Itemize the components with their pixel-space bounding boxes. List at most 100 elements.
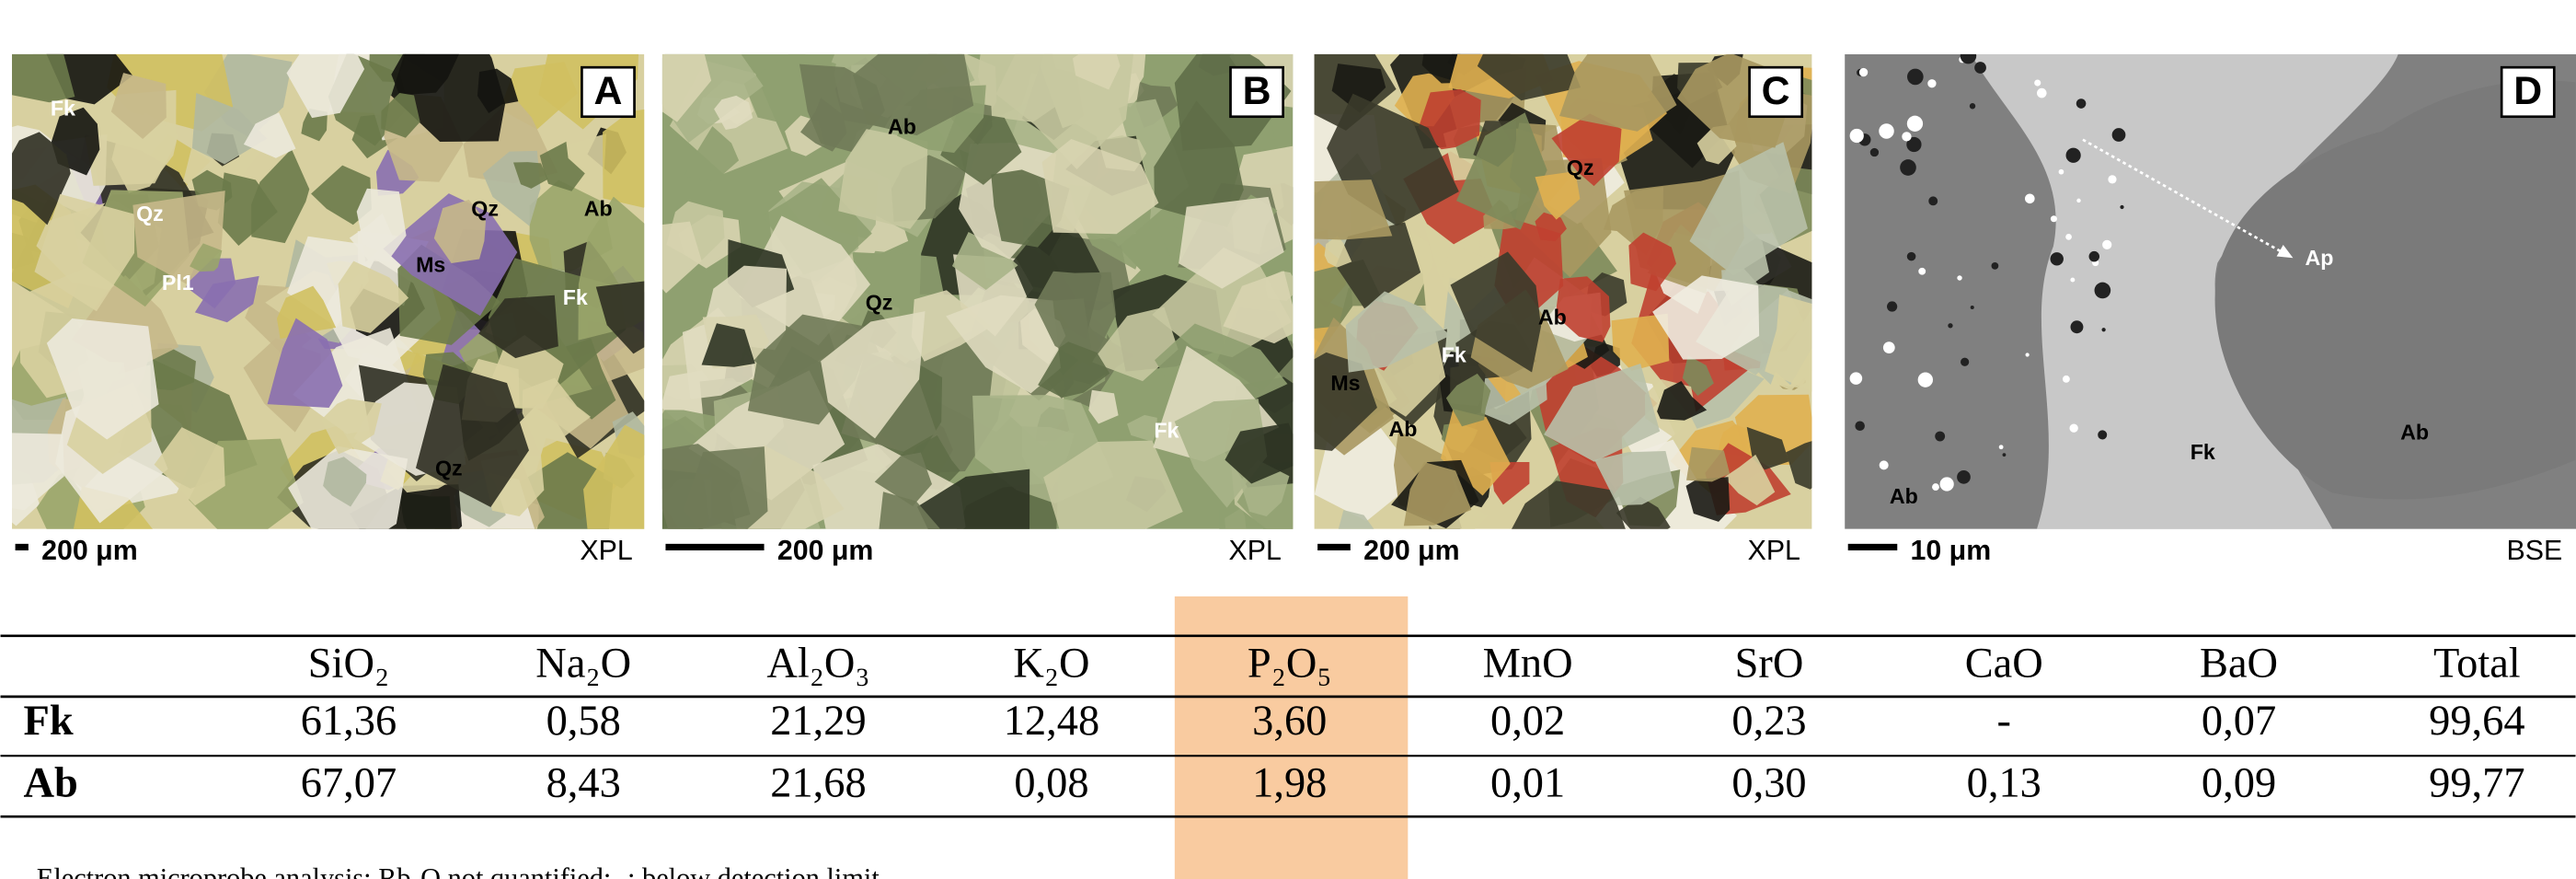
pore [2076,199,2080,202]
page: {"panels":[ {"label":"A","minerals":["Fk… [0,0,2576,879]
grain [1559,15,1676,132]
pore [2089,251,2099,261]
panel-label: D [2513,69,2542,113]
grain [0,34,75,103]
pore [1927,79,1936,87]
pore [2037,88,2047,98]
column-header: MnO [1483,640,1573,687]
pore [1907,252,1916,261]
mineral-label: Ab [584,197,613,221]
column-header: K₂O [1013,640,1089,687]
pore [2095,283,2111,299]
scale-bar [16,544,29,550]
imaging-mode: XPL [1748,536,1800,566]
pore [1855,421,1865,431]
pore [1948,323,1952,328]
pore [1907,69,1924,86]
column-header: Total [2433,640,2521,687]
pore [1870,148,1879,156]
pore [2069,424,2077,433]
mineral-label: Qz [866,290,893,314]
mineral-label: Ab [2400,420,2429,444]
pore [2071,320,2084,333]
pore [2076,98,2087,109]
cell: 0,30 [1731,760,1806,807]
cell: - [1997,698,2011,745]
pore [1961,48,1976,64]
imaging-mode: XPL [1229,536,1282,566]
mineral-label: Ms [416,252,445,276]
cell: 3,60 [1252,698,1327,745]
pore [1928,196,1938,205]
pore [1932,483,1939,491]
pore [2120,205,2123,209]
scale-label: 200 μm [777,536,874,566]
mineral-label: Ap [2306,246,2334,270]
mineral-label: Fk [2191,440,2215,464]
cell: 0,13 [1967,760,2041,807]
pore [2026,353,2030,356]
pore [1907,116,1923,132]
pore [1957,470,1971,484]
cell: 21,29 [770,698,866,745]
pore [2065,234,2072,240]
imaging-mode: XPL [580,536,632,566]
column-header: BaO [2200,640,2278,687]
pore [1970,103,1975,109]
column-header: SrO [1735,640,1804,687]
cell: 0,02 [1490,698,1565,745]
micrograph: QzAbFkMsAbC [1255,0,1859,581]
cell: 99,64 [2429,698,2524,745]
row-label: Fk [24,698,74,745]
pore [2108,175,2116,183]
pore [2102,328,2106,331]
imaging-mode: BSE [2507,536,2563,566]
mineral-label: Fk [563,285,588,309]
mineral-label: Qz [136,202,164,226]
pore [2034,79,2041,86]
pore [1992,262,1999,270]
pore [1999,445,2004,449]
cell: 0,09 [2202,760,2276,807]
cell: 0,23 [1731,698,1806,745]
pore [1900,159,1916,176]
cell: 61,36 [301,698,397,745]
pore [1957,275,1961,280]
column-header: CaO [1965,640,2043,687]
pore [1859,68,1868,76]
pore [1850,129,1864,143]
scale-label: 200 μm [41,536,138,566]
mineral-label: Qz [435,457,463,480]
footnote: Electron microprobe analysis; Rb₂O not q… [37,862,880,879]
column-header: Al₂O₃ [766,640,869,687]
pore [1971,306,1974,309]
pore [1940,477,1954,491]
mineral-label: Qz [1567,156,1594,179]
cell: 1,98 [1252,760,1327,807]
cell: 12,48 [1004,698,1099,745]
mineral-label: Ab [1890,484,1918,508]
scale-label: 10 μm [1911,536,1992,566]
pore [1879,123,1894,139]
cell: 21,68 [770,760,866,807]
column-header: SiO₂ [308,640,389,687]
pore [1883,341,1895,353]
pore [1935,432,1945,442]
panel-label: B [1243,69,1271,113]
cell: 0,08 [1014,760,1088,807]
pore [1918,268,1926,275]
pore [2112,128,2126,142]
cell: 0,58 [546,698,621,745]
mineral-label: Fk [1442,342,1466,366]
column-header: P₂O₅ [1248,640,1332,687]
cell: 67,07 [301,760,397,807]
pore [1974,62,1986,74]
mineral-label: Qz [471,197,499,221]
row-label: Ab [24,760,78,807]
pore [2070,278,2075,283]
scale-label: 200 μm [1363,536,1460,566]
pore [2066,148,2081,163]
pore [2059,169,2064,175]
grain [1686,447,1730,482]
